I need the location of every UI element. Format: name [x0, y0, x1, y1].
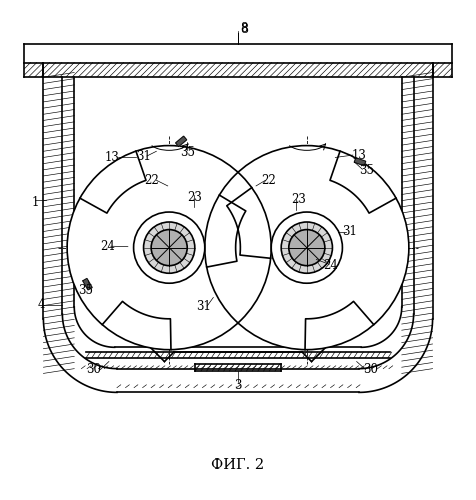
Text: 8: 8: [240, 22, 248, 35]
Text: ФИГ. 2: ФИГ. 2: [211, 458, 265, 471]
Text: 24: 24: [100, 240, 115, 253]
Text: 8: 8: [240, 23, 248, 36]
Circle shape: [281, 222, 332, 274]
Polygon shape: [102, 302, 171, 350]
Text: 4: 4: [37, 298, 45, 311]
Text: 35: 35: [180, 146, 195, 159]
Text: 3: 3: [234, 379, 242, 392]
Text: 35: 35: [79, 284, 94, 297]
Polygon shape: [227, 188, 271, 258]
Circle shape: [205, 146, 409, 350]
Polygon shape: [305, 302, 374, 350]
Circle shape: [134, 212, 205, 283]
Text: 13: 13: [105, 151, 119, 164]
Text: 23: 23: [187, 192, 202, 204]
Circle shape: [289, 230, 325, 266]
Text: 22: 22: [261, 174, 276, 186]
Text: 1: 1: [31, 196, 39, 209]
Text: 13: 13: [352, 148, 367, 162]
Text: 24: 24: [323, 258, 338, 272]
Polygon shape: [80, 151, 146, 213]
Circle shape: [271, 212, 342, 283]
Circle shape: [144, 222, 195, 274]
Text: 22: 22: [144, 174, 159, 186]
Text: 23: 23: [291, 192, 306, 205]
Text: 31: 31: [136, 150, 150, 162]
Polygon shape: [176, 136, 187, 146]
Circle shape: [151, 230, 187, 266]
Text: 30: 30: [363, 363, 378, 376]
Text: 31: 31: [342, 226, 357, 238]
Polygon shape: [207, 195, 246, 267]
Polygon shape: [83, 278, 92, 290]
Polygon shape: [354, 158, 366, 166]
Text: 35: 35: [358, 164, 374, 177]
Text: 31: 31: [196, 300, 211, 314]
Polygon shape: [330, 151, 396, 213]
Circle shape: [67, 146, 271, 350]
Text: 30: 30: [86, 363, 101, 376]
